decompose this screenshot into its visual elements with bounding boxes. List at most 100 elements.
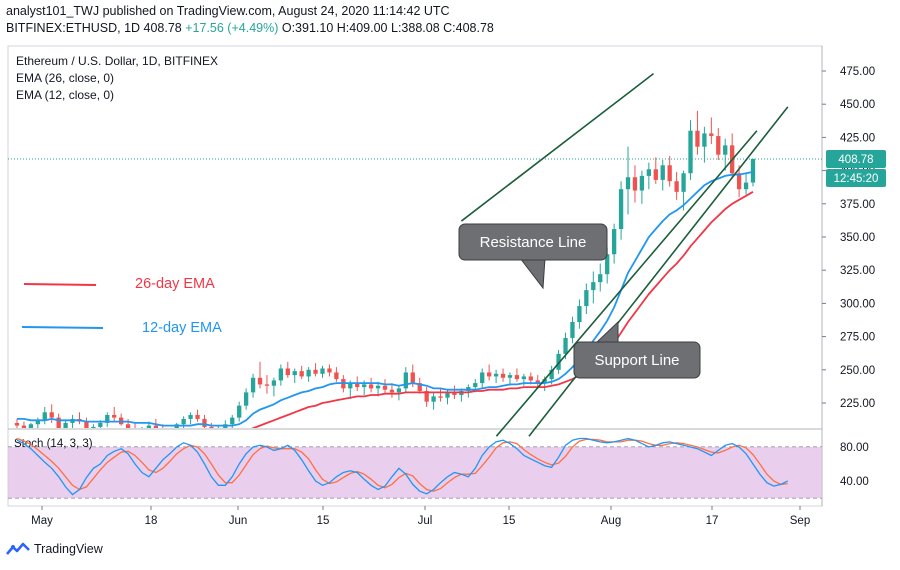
candle [702, 126, 707, 163]
candle [91, 424, 96, 428]
stoch-d-line [16, 437, 788, 492]
candle-body [362, 384, 367, 388]
stoch-tick-label: 40.00 [840, 476, 869, 488]
candle-body [570, 321, 575, 338]
candle [535, 375, 540, 389]
candle [743, 173, 749, 195]
candle [514, 368, 520, 382]
candle [730, 133, 735, 178]
candle [375, 381, 381, 397]
candle [42, 406, 47, 425]
candle-body [327, 368, 332, 373]
last-price-badge-bg [826, 149, 886, 168]
candle-body [243, 392, 249, 406]
candle-body [49, 412, 54, 418]
candle-body [257, 377, 263, 385]
legend-ema26: EMA (26, close, 0) [16, 71, 114, 85]
price-change: +17.56 (+4.49%) [185, 21, 279, 35]
legend-layer: Ethereum / U.S. Dollar, 1D, BITFINEX EMA… [14, 54, 222, 450]
candle-body [42, 412, 47, 421]
y-tick-label: 250.00 [840, 365, 875, 377]
candle-body [35, 420, 40, 425]
candle [618, 181, 624, 240]
x-tick-label: Jul [418, 515, 433, 527]
last-price: 408.78 [143, 21, 182, 35]
candle-body [611, 229, 617, 255]
candle [202, 414, 207, 428]
y-tick-label: 375.00 [840, 199, 875, 211]
candle-body [424, 391, 429, 402]
axis-layer: 475.00450.00425.00400.00375.00350.00325.… [31, 66, 886, 527]
resistance-callout: Resistance Line [458, 223, 608, 290]
candle [389, 383, 395, 398]
candle-body [56, 417, 61, 428]
support-callout-text: Support Line [594, 352, 679, 369]
candle-body [660, 165, 665, 180]
candle-body [348, 383, 353, 389]
candle-body [521, 376, 527, 380]
x-tick-label: 15 [317, 515, 330, 527]
stoch-band [8, 447, 822, 498]
candle-body [598, 274, 603, 283]
candle [403, 367, 408, 393]
resistance-callout-box [458, 223, 608, 261]
candle-body [202, 418, 207, 427]
candle [49, 404, 54, 423]
candle-body [702, 133, 707, 147]
candle-body [743, 182, 749, 190]
candle-body [299, 371, 304, 377]
candle-body [438, 396, 443, 398]
candle-body [591, 282, 596, 291]
candle [681, 170, 686, 211]
candle-body [98, 422, 103, 427]
candle [70, 414, 75, 428]
candle-body [375, 385, 381, 389]
footer-brand[interactable]: TradingView [34, 542, 103, 556]
candle [493, 369, 499, 384]
candle [431, 392, 436, 410]
candle-body [216, 430, 220, 433]
candle [243, 388, 249, 410]
candle [56, 413, 61, 428]
y-tick-label: 450.00 [840, 99, 875, 111]
candle-body [264, 384, 270, 386]
candle [674, 171, 679, 200]
candles-layer [14, 110, 756, 441]
candle-body [237, 405, 242, 418]
legend-title: Ethereum / U.S. Dollar, 1D, BITFINEX [16, 54, 218, 68]
candle-body [28, 424, 34, 428]
candle-body [667, 165, 672, 182]
candle-body [209, 426, 214, 428]
publish-info: analyst101_TWJ published on TradingView.… [6, 4, 450, 18]
grid [7, 45, 823, 507]
candle-body [313, 369, 318, 374]
y-tick-label: 425.00 [840, 132, 875, 144]
candle-body [605, 254, 610, 275]
candle [653, 157, 658, 184]
x-tick-label: Jun [229, 515, 248, 527]
candle-body [355, 383, 360, 388]
low-value: L:388.08 [391, 21, 440, 35]
candle [598, 263, 603, 292]
candle [105, 412, 110, 427]
candle [285, 361, 290, 378]
candle-body [563, 337, 568, 354]
candle-body [271, 380, 277, 386]
candle [716, 128, 721, 160]
candle-body [681, 173, 686, 192]
y-tick-label: 325.00 [840, 265, 875, 277]
candle-body [709, 133, 714, 137]
candle [168, 428, 172, 441]
candle-body [368, 384, 374, 389]
candle-body [140, 430, 144, 433]
countdown-badge: 12:45:20 [826, 168, 886, 187]
y-tick-label: 475.00 [840, 66, 875, 78]
candle [21, 421, 27, 428]
candle [368, 377, 374, 393]
candle-body [389, 389, 395, 393]
x-tick-label: May [31, 515, 53, 527]
y-tick-label: 225.00 [840, 398, 875, 410]
candle [632, 165, 638, 203]
candle-body [639, 175, 645, 191]
